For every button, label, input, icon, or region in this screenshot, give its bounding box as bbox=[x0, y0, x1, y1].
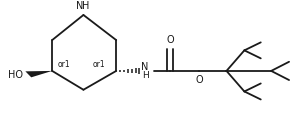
Text: or1: or1 bbox=[92, 60, 105, 69]
Text: H: H bbox=[82, 1, 89, 11]
Text: HO: HO bbox=[8, 70, 23, 80]
Text: O: O bbox=[195, 75, 203, 85]
Polygon shape bbox=[25, 71, 52, 77]
Text: N: N bbox=[141, 62, 148, 72]
Text: N: N bbox=[76, 1, 83, 11]
Text: or1: or1 bbox=[57, 60, 70, 69]
Text: O: O bbox=[166, 35, 174, 45]
Text: H: H bbox=[142, 71, 149, 80]
